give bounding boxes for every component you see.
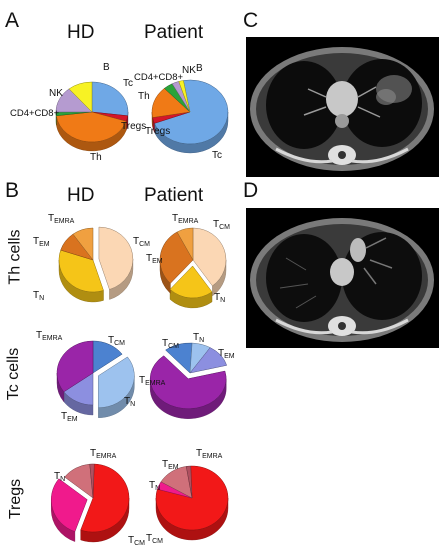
pie-2-slice-tcm — [98, 226, 134, 290]
panel-label-b: B — [5, 179, 20, 202]
label-a-hd-cd4cd8: CD4+CD8+ — [10, 108, 60, 119]
pie-0-slice-b — [68, 81, 93, 113]
pie-6-slice-tn — [50, 478, 88, 532]
pie-5 — [149, 342, 228, 419]
label-a-pt-nk: NK — [182, 65, 196, 76]
pie-1 — [151, 79, 229, 154]
label-b-tr-pt-temra: TEMRA — [196, 448, 223, 460]
pie-3-slice-tem — [159, 231, 194, 284]
pie-3-slice-tcm — [192, 227, 227, 287]
label-b-th-pt-tcm: TCM — [213, 219, 230, 231]
pie-2 — [58, 226, 134, 303]
ct-scan-image-d — [246, 208, 439, 348]
pie-1-slice-tc — [154, 79, 229, 145]
pie-3-slice-temra — [176, 227, 194, 261]
label-b-tr-hd-tcm: TCM — [128, 535, 145, 547]
pie-0-slice-tc — [91, 81, 129, 117]
label-b-tc-pt-tem: TEM — [218, 348, 235, 360]
label-a-pt-tregs: Tregs — [145, 126, 170, 137]
pie-6-slice-temra — [89, 463, 95, 499]
pie-6 — [50, 463, 130, 543]
pie-3 — [159, 227, 227, 309]
label-a-hd-th: Th — [90, 152, 102, 163]
pie-7 — [155, 465, 229, 541]
pie-7-slice-temra — [185, 465, 193, 499]
label-a-hd-nk: NK — [49, 88, 63, 99]
label-a-pt-th: Th — [138, 91, 150, 102]
col-header-patient-a: Patient — [144, 22, 204, 43]
label-b-th-hd-tcm: TCM — [133, 236, 150, 248]
label-b-th-pt-tn: TN — [214, 292, 225, 304]
label-b-tr-hd-temra: TEMRA — [90, 448, 117, 460]
label-a-pt-tc: Tc — [212, 150, 222, 161]
ct-scan-image-c — [246, 37, 439, 177]
label-a-hd-b: B — [103, 62, 110, 73]
label-b-tr-pt-tem: TEM — [162, 459, 179, 471]
label-a-pt-cd4cd8: CD4+CD8+ — [134, 72, 184, 83]
label-b-tc-hd-tn: TN — [124, 396, 135, 408]
ct-scan-drawing-c — [246, 37, 439, 177]
pie-4 — [56, 340, 135, 418]
label-b-tr-hd-tn: TN — [54, 471, 65, 483]
pie-5-slice-temra — [150, 355, 227, 409]
label-b-th-hd-temra: TEMRA — [48, 213, 75, 225]
pie-2-slice-temra — [72, 227, 94, 261]
label-a-hd-tc: Tc — [123, 78, 133, 89]
pie-6-slice-tcm — [80, 463, 130, 533]
pie-1-slice-b — [178, 80, 191, 113]
label-b-th-hd-tem: TEM — [33, 236, 50, 248]
label-a-pt-b: B — [196, 63, 203, 74]
col-header-hd-a: HD — [67, 22, 95, 43]
label-b-tc-pt-tcm: TCM — [162, 338, 179, 350]
label-b-th-hd-tn: TN — [33, 290, 44, 302]
col-header-hd-b: HD — [67, 185, 95, 206]
label-b-tc-hd-temra: TEMRA — [36, 330, 63, 342]
pie-4-slice-tn — [98, 356, 135, 408]
label-b-th-pt-tem: TEM — [146, 253, 163, 265]
label-b-tr-pt-tcm: TCM — [146, 533, 163, 545]
pie-2-slice-tn — [58, 249, 104, 293]
label-b-tc-pt-tn: TN — [193, 332, 204, 344]
label-b-tc-hd-tem: TEM — [61, 411, 78, 423]
label-b-th-pt-temra: TEMRA — [172, 213, 199, 225]
label-b-tc-pt-temra: TEMRA — [139, 375, 166, 387]
col-header-patient-b: Patient — [144, 185, 204, 206]
pie-0 — [55, 81, 129, 152]
pie-0-slice-th — [55, 111, 127, 143]
pie-5-slice-tem — [189, 347, 228, 374]
panel-label-d: D — [243, 179, 259, 202]
panel-label-c: C — [243, 9, 259, 32]
pie-3-slice-tn — [169, 265, 213, 299]
label-b-tr-pt-tn: TN — [149, 480, 160, 492]
pie-4-slice-temra — [56, 340, 94, 393]
panel-label-a: A — [5, 9, 20, 32]
label-b-tc-hd-tcm: TCM — [108, 335, 125, 347]
pie-7-slice-tcm — [155, 465, 229, 531]
ct-scan-drawing-d — [246, 208, 439, 348]
label-a-hd-tregs: Tregs — [121, 121, 146, 132]
